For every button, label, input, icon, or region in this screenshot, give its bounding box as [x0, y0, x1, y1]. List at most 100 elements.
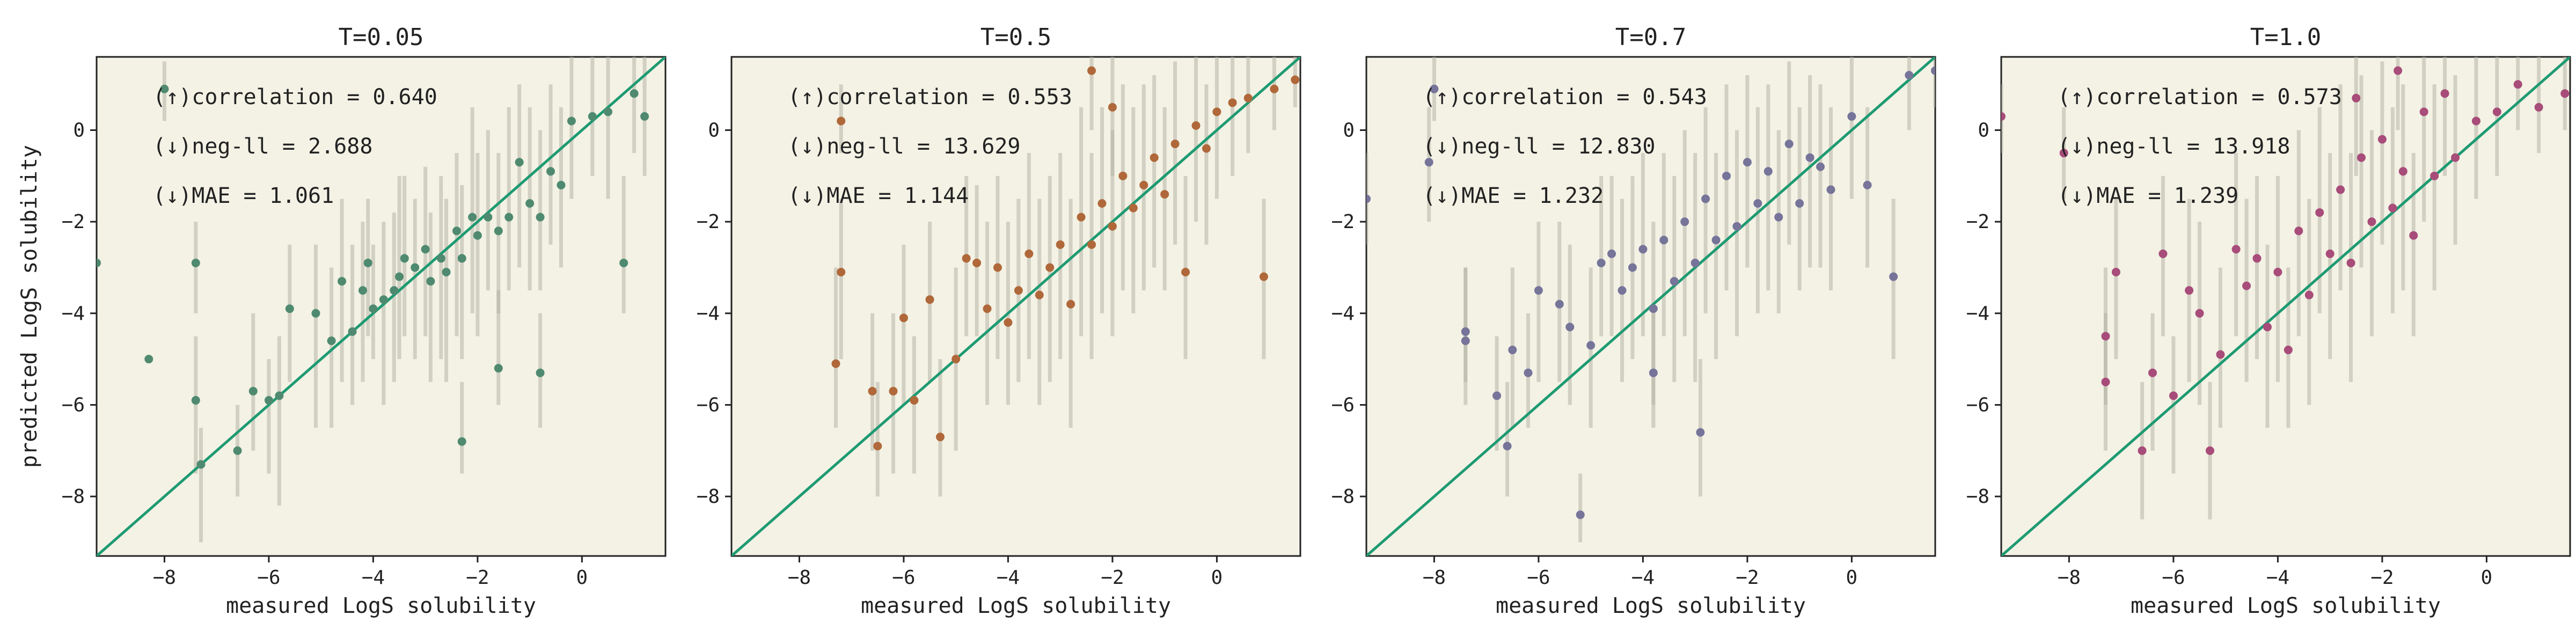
- y-tick-label: 0: [708, 120, 720, 142]
- data-point: [1129, 203, 1138, 213]
- data-point: [264, 396, 273, 405]
- data-point: [2352, 93, 2361, 103]
- data-point: [536, 213, 545, 222]
- data-point: [1774, 213, 1783, 222]
- data-point: [837, 268, 846, 277]
- data-point: [1066, 299, 1075, 309]
- data-point: [327, 336, 336, 345]
- data-point: [2304, 290, 2314, 299]
- data-point: [873, 442, 882, 451]
- data-point: [1597, 258, 1606, 267]
- y-tick-label: −8: [697, 486, 720, 508]
- y-tick-label: 0: [1978, 120, 1989, 142]
- panel-4: T=1.0 (↑)correlation = 0.573 (↓)neg-ll = 1…: [1966, 24, 2571, 618]
- data-point: [473, 231, 482, 240]
- data-point: [1753, 199, 1762, 208]
- data-point: [311, 309, 320, 318]
- data-point: [1649, 368, 1658, 377]
- data-point: [2252, 254, 2262, 263]
- data-point: [1024, 249, 1034, 258]
- data-point: [1097, 199, 1107, 208]
- data-point: [395, 272, 404, 281]
- data-point: [97, 258, 101, 267]
- data-point: [1711, 236, 1721, 245]
- x-tick-label: 0: [1211, 567, 1223, 589]
- data-point: [2216, 350, 2225, 359]
- data-point: [1243, 93, 1253, 103]
- data-point: [2059, 149, 2068, 158]
- data-point: [379, 295, 388, 304]
- data-point: [1035, 290, 1044, 299]
- data-point: [1905, 71, 1914, 80]
- data-point: [233, 446, 242, 455]
- data-layer: [2001, 57, 2570, 556]
- data-point: [369, 304, 378, 313]
- x-tick-label: 0: [576, 567, 588, 589]
- data-point: [952, 355, 961, 364]
- data-point: [1160, 189, 1169, 199]
- data-point: [1586, 341, 1596, 350]
- x-tick-label: −6: [892, 567, 915, 589]
- data-point: [2492, 107, 2501, 116]
- data-point: [442, 268, 451, 277]
- data-point: [1524, 368, 1533, 377]
- data-point: [2263, 323, 2272, 332]
- data-point: [2409, 231, 2418, 240]
- data-point: [1108, 103, 1117, 112]
- data-point: [348, 327, 357, 336]
- data-point: [1503, 442, 1512, 451]
- data-point: [2398, 167, 2407, 176]
- panel-1: T=0.05 (↑)correlation = 0.640 (↓)neg-ll = …: [17, 24, 667, 618]
- metric-label: (↓)neg-ll = 13.629: [788, 134, 1020, 159]
- data-point: [338, 277, 347, 286]
- x-tick-label: −4: [2266, 567, 2289, 589]
- data-point: [2231, 245, 2241, 254]
- data-point: [1743, 158, 1752, 167]
- data-point: [400, 254, 409, 263]
- data-point: [1576, 510, 1585, 519]
- panel-title: T=0.7: [1615, 24, 1686, 51]
- data-point: [390, 286, 399, 295]
- data-point: [2284, 346, 2293, 355]
- data-point: [2394, 66, 2403, 75]
- y-tick-label: −2: [1331, 211, 1355, 233]
- metric-label: (↓)MAE = 1.239: [2058, 184, 2238, 208]
- data-point: [1170, 140, 1180, 149]
- data-point: [191, 396, 200, 405]
- data-point: [1004, 318, 1013, 327]
- x-tick-label: −4: [1631, 567, 1655, 589]
- panel-3: T=0.7 (↑)correlation = 0.543 (↓)neg-ll = 1…: [1331, 24, 1936, 618]
- data-point: [1014, 286, 1023, 295]
- data-point: [1139, 180, 1148, 189]
- data-point: [1618, 286, 1627, 295]
- data-point: [2294, 226, 2303, 236]
- x-axis-label: measured LogS solubility: [226, 594, 536, 618]
- data-point: [1087, 66, 1096, 75]
- data-point: [935, 433, 945, 442]
- data-point: [2534, 103, 2543, 112]
- data-point: [1492, 391, 1502, 400]
- data-point: [452, 226, 462, 236]
- data-point: [2101, 332, 2110, 341]
- metric-label: (↑)correlation = 0.640: [153, 85, 437, 109]
- data-point: [2158, 249, 2168, 258]
- x-tick-label: −2: [1736, 567, 1759, 589]
- data-point: [1118, 171, 1128, 180]
- identity-line: [97, 57, 665, 556]
- data-point: [1366, 194, 1371, 203]
- metric-label: (↑)correlation = 0.553: [788, 85, 1072, 109]
- data-point: [1763, 167, 1773, 176]
- metric-label: (↓)MAE = 1.232: [1423, 184, 1604, 208]
- data-point: [567, 116, 576, 126]
- data-point: [468, 213, 477, 222]
- data-point: [1259, 272, 1268, 281]
- x-axis-label: measured LogS solubility: [861, 594, 1171, 618]
- data-point: [2357, 153, 2366, 162]
- data-point: [868, 386, 877, 396]
- data-point: [889, 386, 898, 396]
- data-point: [285, 304, 294, 313]
- data-point: [1108, 222, 1117, 231]
- data-point: [2560, 89, 2570, 98]
- data-point: [1638, 245, 1648, 254]
- data-point: [1191, 121, 1201, 130]
